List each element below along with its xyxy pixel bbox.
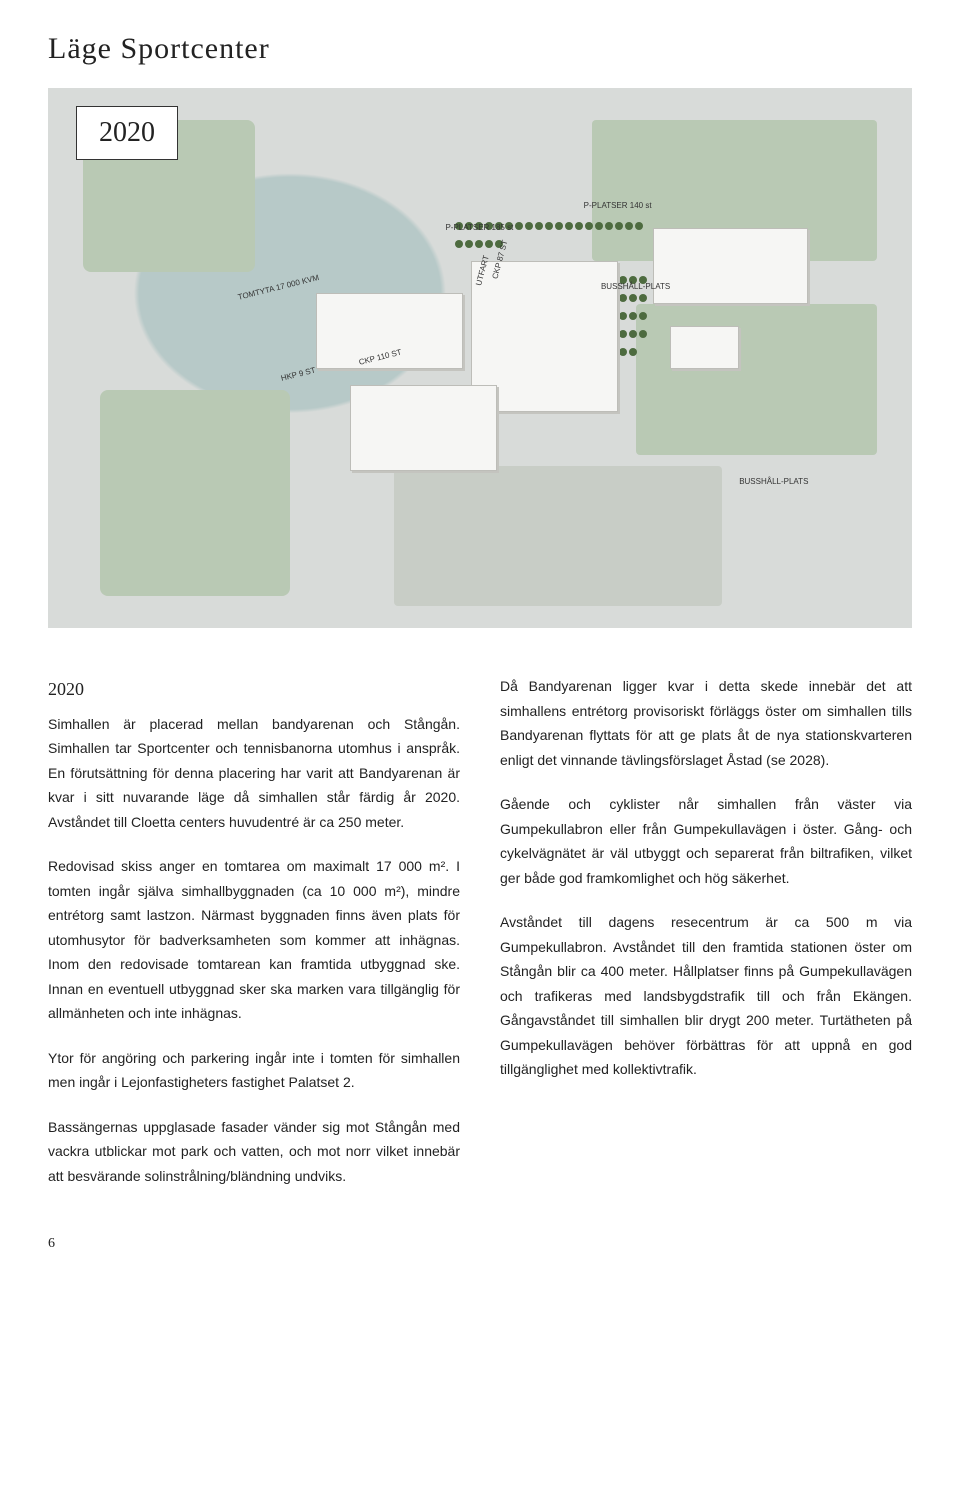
page-title: Läge Sportcenter [48, 32, 912, 66]
map-grass-area [100, 390, 290, 595]
body-paragraph: Bassängernas uppglasade fasader vänder s… [48, 1115, 460, 1189]
map-label-parking-185: P-PLATSER 185 st [445, 223, 513, 232]
section-subhead: 2020 [48, 674, 460, 706]
left-column: 2020 Simhallen är placerad mellan bandya… [48, 674, 460, 1208]
body-paragraph: Då Bandyarenan ligger kvar i detta skede… [500, 674, 912, 772]
body-paragraph: Gående och cyklister når simhallen från … [500, 792, 912, 890]
body-paragraph: Ytor för angöring och parkering ingår in… [48, 1046, 460, 1095]
body-paragraph: Simhallen är placerad mellan bandyarenan… [48, 712, 460, 835]
site-plan-map: 2020 TOMTYTA 17 000 KVM P-PLATSER 185 st… [48, 88, 912, 628]
body-paragraph: Avståndet till dagens resecentrum är ca … [500, 910, 912, 1082]
map-building [350, 385, 497, 471]
map-building [670, 326, 739, 369]
right-column: Då Bandyarenan ligger kvar i detta skede… [500, 674, 912, 1208]
map-label-busstop-1: BUSSHÅLL-PLATS [601, 282, 670, 291]
map-building [653, 228, 809, 304]
page-number: 6 [48, 1236, 912, 1252]
map-label-parking-140: P-PLATSER 140 st [584, 201, 652, 210]
map-year-badge: 2020 [76, 106, 178, 160]
body-columns: 2020 Simhallen är placerad mellan bandya… [48, 674, 912, 1208]
map-label-busstop-2: BUSSHÅLL-PLATS [739, 477, 808, 486]
map-grass-area [394, 466, 722, 606]
body-paragraph: Redovisad skiss anger en tomtarea om max… [48, 854, 460, 1026]
